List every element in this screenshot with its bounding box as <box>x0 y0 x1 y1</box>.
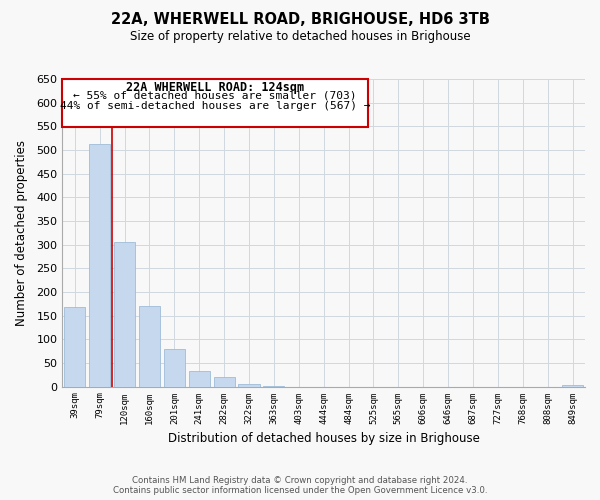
Text: ← 55% of detached houses are smaller (703): ← 55% of detached houses are smaller (70… <box>73 90 356 101</box>
Bar <box>64 307 85 386</box>
Y-axis label: Number of detached properties: Number of detached properties <box>15 140 28 326</box>
Bar <box>214 377 235 386</box>
Text: 22A, WHERWELL ROAD, BRIGHOUSE, HD6 3TB: 22A, WHERWELL ROAD, BRIGHOUSE, HD6 3TB <box>110 12 490 28</box>
Bar <box>164 349 185 387</box>
Bar <box>238 384 260 386</box>
Text: 22A WHERWELL ROAD: 124sqm: 22A WHERWELL ROAD: 124sqm <box>126 81 304 94</box>
Bar <box>188 371 210 386</box>
Bar <box>562 385 583 386</box>
Text: Contains public sector information licensed under the Open Government Licence v3: Contains public sector information licen… <box>113 486 487 495</box>
FancyBboxPatch shape <box>62 79 368 126</box>
Text: 44% of semi-detached houses are larger (567) →: 44% of semi-detached houses are larger (… <box>59 102 370 112</box>
Text: Size of property relative to detached houses in Brighouse: Size of property relative to detached ho… <box>130 30 470 43</box>
Bar <box>114 242 135 386</box>
Text: Contains HM Land Registry data © Crown copyright and database right 2024.: Contains HM Land Registry data © Crown c… <box>132 476 468 485</box>
Bar <box>89 144 110 386</box>
Bar <box>139 306 160 386</box>
X-axis label: Distribution of detached houses by size in Brighouse: Distribution of detached houses by size … <box>168 432 479 445</box>
